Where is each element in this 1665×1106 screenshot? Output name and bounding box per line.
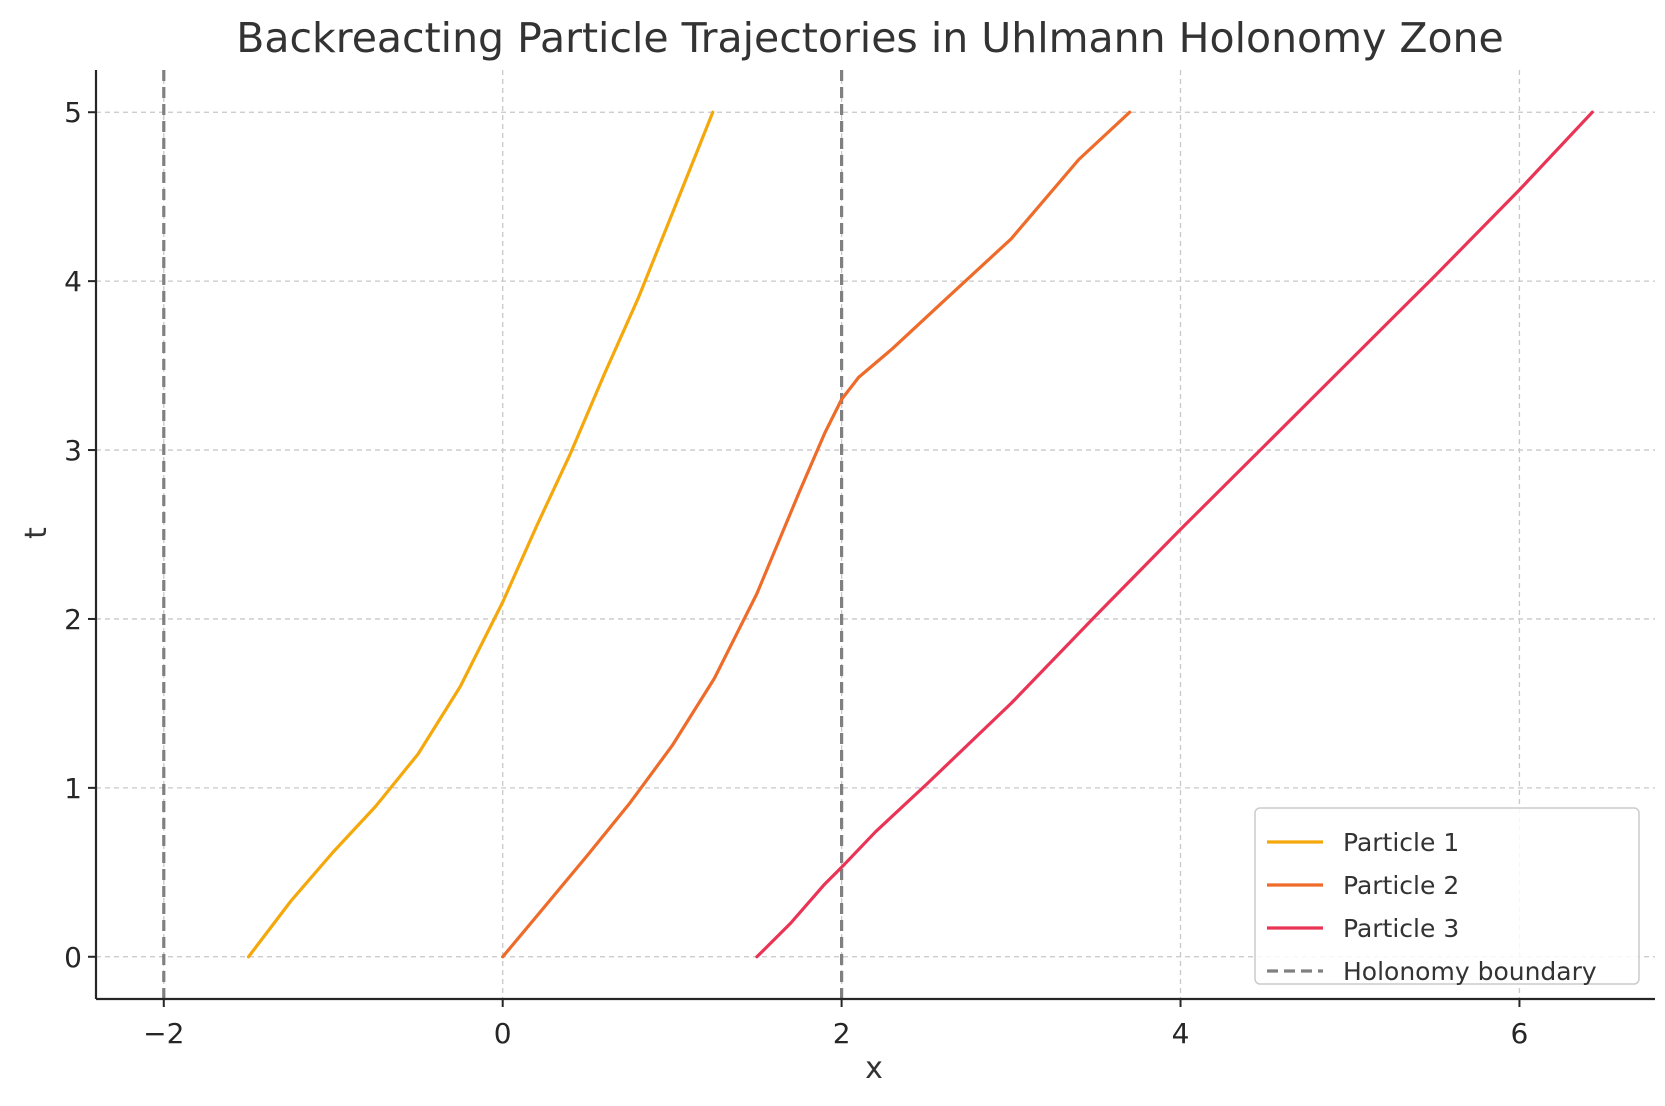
x-tick-label-1: 0 <box>494 1017 512 1050</box>
legend-label-1: Particle 1 <box>1343 828 1459 857</box>
legend-label-4: Holonomy boundary <box>1343 957 1597 986</box>
ticks: −2 0 2 4 6 0 1 2 3 4 5 <box>64 96 1528 1050</box>
y-tick-label-5: 5 <box>64 96 82 129</box>
series-lines <box>246 110 1594 959</box>
legend-box <box>1254 807 1640 985</box>
y-axis-label: t <box>19 527 54 539</box>
legend-label-3: Particle 3 <box>1343 914 1459 943</box>
y-tick-label-3: 3 <box>64 434 82 467</box>
y-tick-label-2: 2 <box>64 603 82 636</box>
legend: Particle 1 Particle 2 Particle 3 Holonomy b… <box>1254 807 1640 986</box>
x-tick-label-2: 2 <box>833 1017 851 1050</box>
legend-label-2: Particle 2 <box>1343 871 1459 900</box>
x-tick-label-4: 6 <box>1511 1017 1529 1050</box>
y-tick-label-1: 1 <box>64 772 82 805</box>
y-tick-label-0: 0 <box>64 941 82 974</box>
y-tick-label-4: 4 <box>64 265 82 298</box>
axes <box>94 70 1655 1001</box>
holonomy-boundaries <box>162 70 844 999</box>
series-line-particle-1 <box>246 110 715 959</box>
x-tick-label-0: −2 <box>143 1017 184 1050</box>
chart-title: Backreacting Particle Trajectories in Uh… <box>236 14 1504 62</box>
x-tick-label-3: 4 <box>1172 1017 1190 1050</box>
x-axis-label: x <box>865 1051 883 1086</box>
series-line-particle-3 <box>755 110 1594 959</box>
series-line-particle-2 <box>501 110 1132 959</box>
